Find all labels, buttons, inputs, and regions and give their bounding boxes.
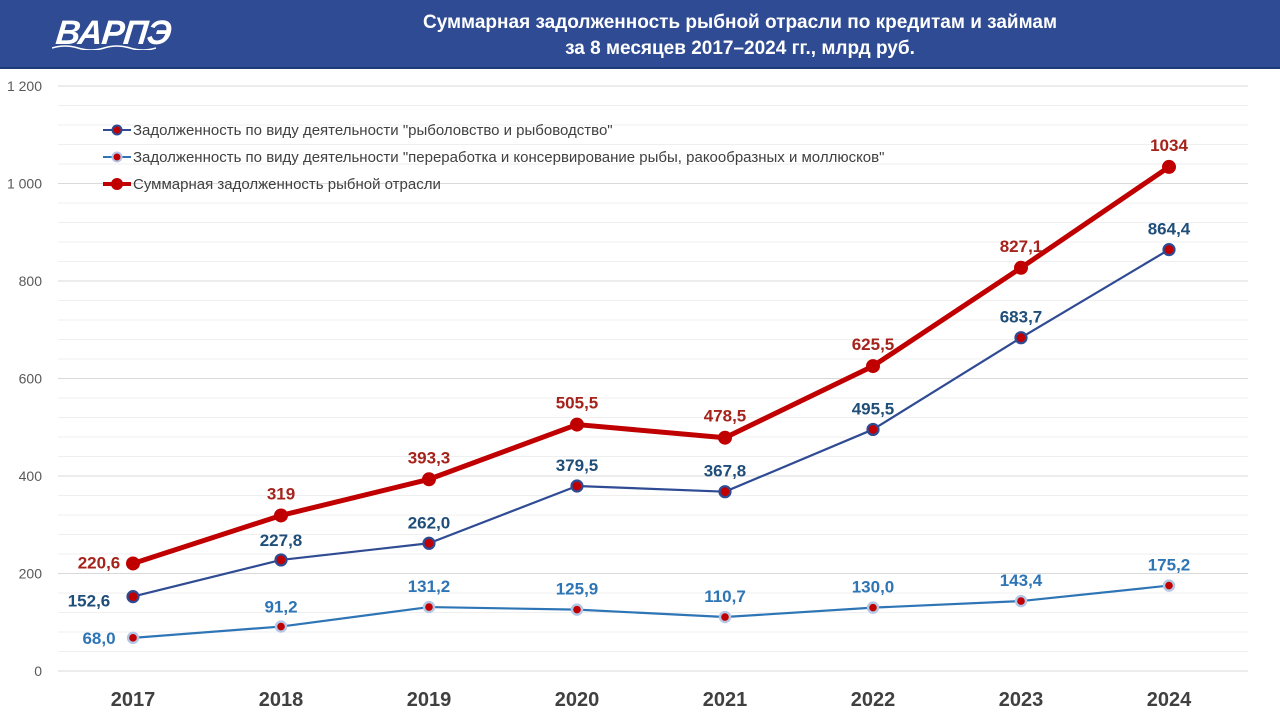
legend-marker-fishing [111,124,123,136]
data-point-total [422,472,436,487]
legend-marker-total [111,178,123,190]
data-point-processing [1162,579,1176,592]
data-point-processing [274,620,288,633]
data-label-fishing: 683,7 [1000,308,1043,327]
chart-title-line2: за 8 месяцев 2017–2024 гг., млрд руб. [565,38,915,59]
data-point-total [274,508,288,523]
data-point-processing [570,603,584,616]
data-label-total: 478,5 [704,407,747,426]
x-tick-label: 2022 [851,689,896,711]
data-point-total [866,359,880,374]
data-label-processing: 68,0 [82,629,115,648]
chart-title: Суммарная задолженность рыбной отрасли п… [340,10,1140,62]
data-point-fishing [570,479,584,493]
data-point-processing [126,631,140,645]
y-tick-label: 800 [19,273,43,289]
x-tick-label: 2020 [555,689,600,711]
data-point-fishing [866,422,880,437]
data-label-fishing: 227,8 [260,531,303,550]
data-point-fishing [1162,243,1176,257]
data-label-fishing: 262,0 [408,513,451,532]
data-label-processing: 131,2 [408,577,451,596]
y-tick-label: 600 [19,371,43,387]
data-point-fishing [126,590,140,604]
header-bar [0,0,1280,67]
data-point-processing [866,601,880,614]
x-tick-label: 2023 [999,689,1044,711]
legend-marker-processing [111,151,123,163]
data-label-total: 827,1 [1000,237,1043,256]
legend-label-processing: Задолженность по виду деятельности "пере… [133,149,884,166]
x-tick-label: 2017 [111,689,156,711]
logo-wave-icon [52,45,156,50]
data-label-total: 1034 [1150,136,1188,155]
data-point-processing [422,600,436,614]
y-tick-label: 1 000 [7,176,42,192]
data-point-processing [1014,594,1028,608]
data-label-processing: 143,4 [1000,571,1043,590]
data-label-fishing: 864,4 [1148,220,1191,239]
data-label-fishing: 367,8 [704,462,747,481]
data-point-total [718,430,732,445]
y-tick-label: 0 [34,663,42,679]
data-label-fishing: 379,5 [556,456,599,475]
data-label-processing: 125,9 [556,580,599,599]
data-point-total [1014,260,1028,275]
data-label-processing: 91,2 [264,598,297,617]
legend-label-fishing: Задолженность по виду деятельности "рыбо… [133,122,613,139]
data-label-total: 319 [267,484,295,503]
x-tick-label: 2018 [259,689,304,711]
x-tick-label: 2024 [1147,689,1192,711]
data-point-processing [718,610,732,624]
y-tick-label: 400 [19,468,43,484]
data-label-total: 505,5 [556,394,599,413]
header-divider [0,67,1280,69]
data-label-total: 393,3 [408,448,451,467]
y-tick-label: 200 [19,566,43,582]
data-label-total: 220,6 [78,553,121,572]
series-line-total [130,164,1172,566]
data-label-fishing: 495,5 [852,399,895,418]
data-point-total [570,417,584,432]
data-point-total [1162,159,1176,174]
data-label-processing: 130,0 [852,578,895,597]
legend-label-total: Суммарная задолженность рыбной отрасли [133,176,441,193]
series-line-processing [131,584,1171,639]
data-point-fishing [718,485,732,499]
data-point-fishing [1014,331,1028,345]
line-chart: 0 200 400 600 800 1 000 1 200 2017 2018 2019 2020 2… [7,78,1248,711]
data-point-fishing [422,536,436,550]
data-point-fishing [274,553,288,567]
data-label-processing: 175,2 [1148,556,1191,575]
data-label-total: 625,5 [852,335,895,354]
chart-title-line1: Суммарная задолженность рыбной отрасли п… [422,12,1058,33]
x-tick-label: 2021 [703,689,748,711]
x-tick-label: 2019 [407,689,452,711]
y-tick-label: 1 200 [7,78,42,94]
data-point-total [126,556,140,571]
data-label-fishing: 152,6 [68,592,111,611]
series-line-fishing [131,248,1171,598]
data-label-processing: 110,7 [704,587,746,606]
